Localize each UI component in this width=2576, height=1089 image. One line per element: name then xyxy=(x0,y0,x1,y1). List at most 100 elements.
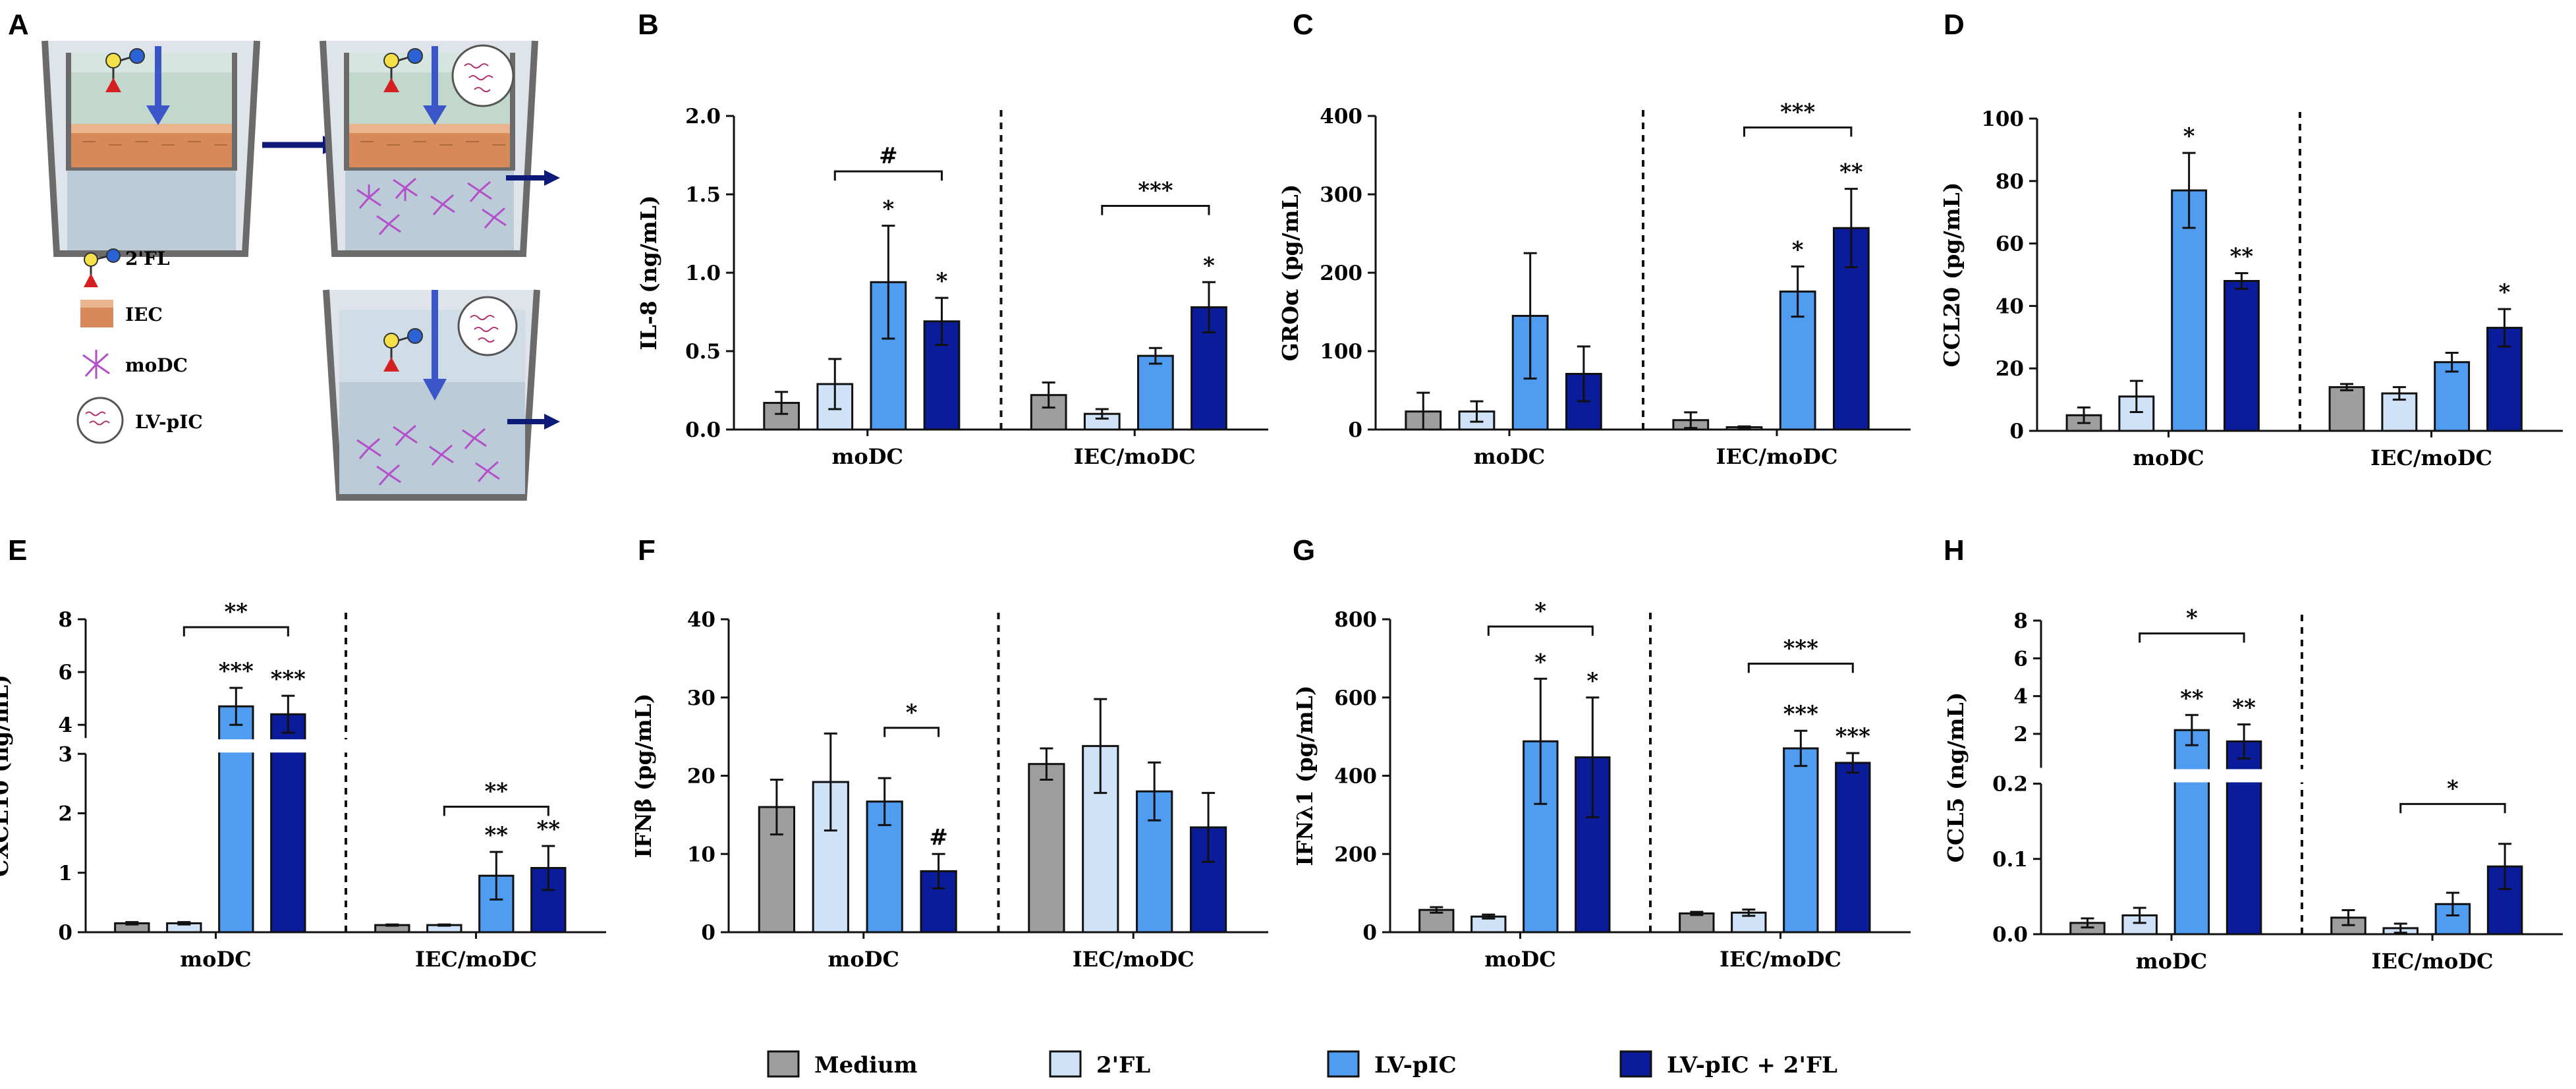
legend-label-medium: Medium xyxy=(814,1052,918,1078)
bar xyxy=(1028,763,1065,934)
y-axis-label: IFNβ (pg/mL) xyxy=(630,694,656,858)
panel-label-b: B xyxy=(638,9,659,41)
y-tick-label: 200 xyxy=(1334,843,1377,866)
y-tick-label: 300 xyxy=(1320,183,1362,207)
y-tick-label: 0.1 xyxy=(1992,848,2028,872)
legend-a-lvpic: LV-pIC xyxy=(135,411,203,433)
lv-pic-particle-icon xyxy=(451,44,515,107)
bottom-legend: Medium 2'FL LV-pIC LV-pIC + 2'FL xyxy=(767,1050,1837,1078)
y-axis-label: CCL5 (ng/mL) xyxy=(1943,692,1969,863)
bracket-significance: *** xyxy=(1138,178,1173,204)
y-axis-label: IFNλ1 (pg/mL) xyxy=(1292,685,1318,866)
panel-label-d: D xyxy=(1944,9,1965,41)
significance-mark: ** xyxy=(537,816,561,843)
y-tick-label: 1.5 xyxy=(685,183,721,207)
y-tick-label: 100 xyxy=(1981,107,2024,131)
2fl-glycan-icon xyxy=(84,248,121,287)
comparison-bracket xyxy=(1747,662,1854,673)
y-tick-label: 30 xyxy=(687,686,715,710)
y-tick-label: 8 xyxy=(2013,609,2028,633)
x-group-label: moDC xyxy=(832,444,903,469)
y-tick-label: 0.0 xyxy=(685,418,721,442)
bar xyxy=(2171,189,2208,432)
y-axis-label: IL-8 (ng/mL) xyxy=(636,195,661,350)
bracket-significance: * xyxy=(2447,775,2459,802)
bracket-significance: * xyxy=(1534,598,1546,625)
y-tick-label: 2 xyxy=(58,802,72,826)
y-tick-label: 40 xyxy=(1996,294,2024,318)
y-axis-label: CCL20 (pg/mL) xyxy=(1939,182,1965,368)
significance-mark: ** xyxy=(2232,695,2256,721)
significance-mark: ** xyxy=(485,822,509,849)
comparison-bracket xyxy=(182,626,289,637)
y-axis-label: GROα (pg/mL) xyxy=(1277,184,1303,362)
y-tick-label: 0.2 xyxy=(1992,773,2028,796)
y-tick-label: 60 xyxy=(1996,233,2024,256)
y-tick-label: 4 xyxy=(2013,685,2028,709)
y-tick-label: 800 xyxy=(1334,608,1377,632)
x-group-label: IEC/moDC xyxy=(1720,947,1841,972)
significance-mark: *** xyxy=(1783,701,1819,727)
bracket-significance: *** xyxy=(1780,99,1816,126)
legend-item-lvpic: LV-pIC xyxy=(1327,1050,1457,1078)
bracket-significance: *** xyxy=(1783,635,1819,661)
significance-mark: *** xyxy=(1835,723,1871,750)
comparison-bracket xyxy=(1743,126,1853,137)
x-group-label: moDC xyxy=(1484,947,1555,972)
bar xyxy=(1137,354,1174,431)
significance-mark: * xyxy=(1203,252,1215,279)
y-tick-label: 3 xyxy=(58,742,72,766)
bar xyxy=(2223,279,2260,432)
comparison-bracket xyxy=(1487,625,1594,636)
lv-pic-particle-icon xyxy=(76,397,124,444)
y-tick-label: 20 xyxy=(687,765,715,789)
legend-item-lvpic-2fl: LV-pIC + 2'FL xyxy=(1619,1050,1837,1078)
legend-label-lvpic-2fl: LV-pIC + 2'FL xyxy=(1667,1052,1837,1078)
modc-cell-icon xyxy=(82,350,110,379)
panel-a-schematic: A xyxy=(8,9,560,501)
bar xyxy=(1835,762,1871,934)
chart-panel-f: F 0 10 20 30 40 IFNβ (pg/mL) moDC IEC/moDC # * xyxy=(630,534,1268,972)
iec-cells-icon xyxy=(80,300,113,327)
x-group-label: IEC/moDC xyxy=(1716,444,1838,469)
significance-mark: * xyxy=(1534,649,1546,675)
y-tick-label: 400 xyxy=(1320,105,1362,128)
x-group-label: moDC xyxy=(1474,444,1545,469)
panel-label-g: G xyxy=(1293,534,1315,567)
bar xyxy=(1679,912,1715,934)
panel-label-h: H xyxy=(1944,534,1965,567)
y-tick-label: 0 xyxy=(1348,418,1362,442)
x-group-label: moDC xyxy=(2136,949,2207,974)
x-group-label: IEC/moDC xyxy=(2372,949,2494,974)
y-tick-label: 6 xyxy=(58,661,72,684)
y-tick-label: 1 xyxy=(58,862,72,885)
y-tick-label: 0 xyxy=(1362,921,1377,945)
bar xyxy=(1783,747,1819,934)
y-tick-label: 0.5 xyxy=(685,340,721,364)
significance-mark: *** xyxy=(219,658,254,684)
bar xyxy=(2328,386,2365,432)
y-tick-label: 0 xyxy=(58,921,72,945)
bar xyxy=(2173,729,2210,935)
legend-swatch-medium xyxy=(767,1050,800,1078)
bar xyxy=(2434,361,2471,432)
x-group-label: moDC xyxy=(180,947,251,972)
panel-label-f: F xyxy=(638,534,656,567)
legend-item-2fl: 2'FL xyxy=(1049,1050,1150,1078)
transwell-3 xyxy=(323,289,560,501)
panel-label-a: A xyxy=(8,9,29,41)
bracket-significance: * xyxy=(906,700,918,726)
significance-mark: ** xyxy=(1839,159,1863,186)
y-tick-label: 6 xyxy=(2013,647,2028,671)
y-tick-label: 1.0 xyxy=(685,262,721,285)
legend-item-medium: Medium xyxy=(767,1050,918,1078)
legend-swatch-lvpic xyxy=(1327,1050,1360,1078)
comparison-bracket xyxy=(443,805,549,816)
bar xyxy=(1779,291,1816,431)
y-tick-label: 400 xyxy=(1334,765,1377,789)
apical-medium xyxy=(71,72,232,125)
panel-label-c: C xyxy=(1293,9,1314,41)
